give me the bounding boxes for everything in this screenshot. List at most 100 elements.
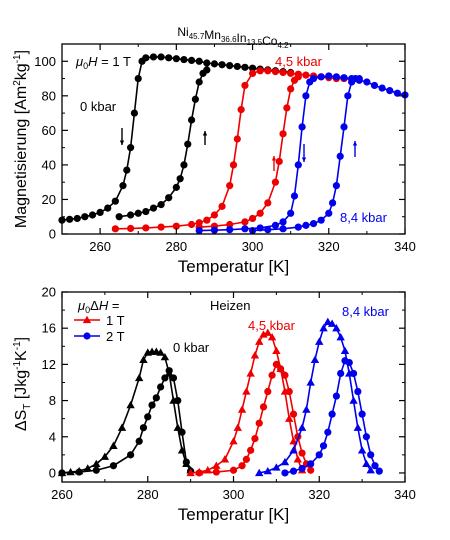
x-tick-label: 280 [165,239,187,254]
data-point [127,211,135,219]
x-tick-label: 320 [308,487,330,502]
data-point [256,209,264,217]
data-point [272,346,281,354]
data-point [237,106,245,114]
legend-label: 1 T [106,313,125,328]
data-point [203,216,211,224]
x-tick-label: 300 [242,239,264,254]
data-point [241,81,249,90]
data-point [340,346,350,354]
data-point [363,78,371,86]
x-tick-label: 320 [318,239,340,254]
chart-title: Ni45.7Mn36.6In13.5Co4.2 [177,25,289,50]
data-point [203,59,211,67]
series-line [199,362,312,474]
data-point [268,371,276,379]
data-point [315,337,324,345]
data-point [289,446,298,454]
data-point [297,423,307,431]
data-point [325,72,333,80]
y-tick-label: 80 [42,88,56,103]
data-point [340,74,348,82]
data-point [191,95,199,103]
legend-label: 2 T [106,329,125,344]
data-point [294,223,302,231]
data-point [126,400,135,409]
data-point [180,161,188,169]
data-point [349,369,358,378]
data-point [345,358,353,367]
data-point [127,224,135,233]
data-point [310,355,320,364]
y-tick-label: 20 [42,192,56,207]
data-point [241,63,249,71]
data-point [279,130,287,138]
data-point [157,223,165,231]
entropy-change-chart: 260 280 300 320 340 0 4 8 12 16 20 Temperatur [K] ΔS… [12,285,416,525]
data-point [290,192,299,200]
data-point [187,56,196,65]
heating-label: Heizen [210,298,250,313]
data-point [366,466,375,474]
data-point [81,213,89,221]
data-point [66,215,74,223]
annotation-0kbar: 0 kbar [80,99,117,114]
data-point [293,455,303,463]
data-point [264,67,272,75]
data-point [251,434,259,443]
data-point [315,451,323,459]
data-point [289,467,298,475]
y-tick-label: 100 [34,54,56,69]
data-point [172,222,180,230]
data-point [187,116,196,124]
data-point [255,337,264,345]
data-point [165,194,173,202]
data-point [242,387,251,395]
data-point [226,182,234,190]
data-point [337,369,345,378]
data-point [123,166,131,174]
data-point [336,152,344,160]
data-point [307,460,315,468]
data-point [267,333,277,341]
data-point [279,68,287,77]
data-point [309,220,318,228]
data-point [233,62,241,71]
data-point [271,68,280,76]
data-point [174,396,182,405]
data-point [195,57,203,65]
x-tick-label: 260 [89,239,111,254]
data-point [302,221,310,229]
data-point [142,207,150,216]
data-point [355,74,363,83]
data-point [319,323,328,332]
data-point [100,452,110,460]
data-point [139,424,148,432]
data-point [344,92,352,100]
data-point [281,469,289,477]
data-point [319,442,328,450]
data-point [111,225,119,233]
data-point [210,226,219,234]
data-point [358,410,366,418]
legend-title: μ0ΔH = [77,298,119,315]
data-point [212,461,221,469]
data-point [212,468,220,476]
data-point [161,374,169,382]
series-line [199,75,406,232]
data-point [259,403,268,411]
y-tick-label: 12 [42,357,56,372]
arrow-cooling-0kbar-head [119,140,125,145]
annotation-4-5kbar: 4,5 kbar [248,318,296,333]
data-point [328,199,337,207]
data-point [298,464,306,473]
series-line [61,350,192,474]
data-point [92,459,101,468]
data-point [203,466,212,474]
data-point [298,123,306,131]
data-point [294,73,302,81]
annotation-8-4kbar: 8,4 kbar [340,210,388,225]
x-tick-label: 260 [51,487,73,502]
plot-frame [61,43,406,235]
